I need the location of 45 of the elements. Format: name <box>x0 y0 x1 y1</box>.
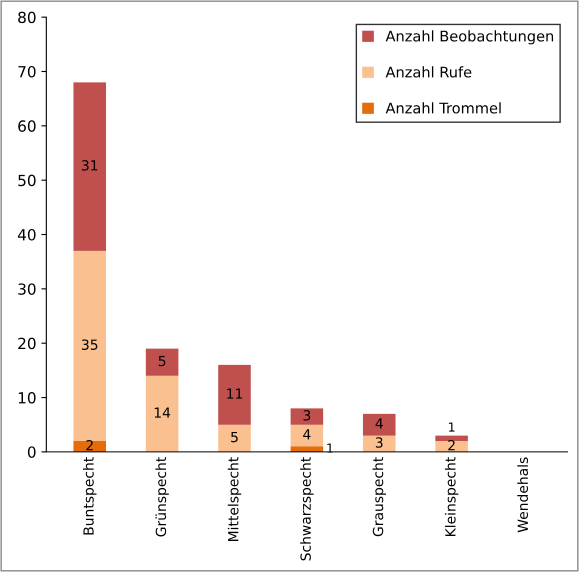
bar <box>146 376 178 452</box>
bar <box>435 436 468 442</box>
bar <box>218 424 251 452</box>
data-label: 14 <box>154 408 170 418</box>
bar <box>73 250 106 442</box>
data-label: 5 <box>231 432 238 442</box>
y-tick-label: 50 <box>18 174 36 186</box>
y-tick-label: 30 <box>18 283 36 295</box>
x-tick-label: Grauspecht <box>372 457 386 536</box>
data-label: 11 <box>227 388 242 399</box>
data-label: 4 <box>376 418 383 429</box>
data-label: 3 <box>376 437 383 448</box>
data-label: 2 <box>86 440 93 450</box>
bar <box>146 348 178 376</box>
data-label: 2 <box>448 440 455 450</box>
x-tick-label: Kleinspecht <box>444 457 458 536</box>
y-tick-label: 0 <box>28 446 36 458</box>
data-label: 31 <box>82 160 98 171</box>
bar <box>362 414 396 436</box>
legend-label: Anzahl Beobachtungen <box>386 30 554 44</box>
bar <box>435 441 468 452</box>
bar <box>73 82 106 251</box>
data-label: 3 <box>304 410 310 421</box>
x-tick-label: Buntspecht <box>83 457 96 534</box>
x-tick-label: Mittelspecht <box>228 457 242 541</box>
bar <box>218 364 251 425</box>
data-label: 35 <box>82 339 98 350</box>
y-tick-label: 70 <box>18 66 36 78</box>
y-tick-label: 10 <box>18 392 36 404</box>
y-tick-label: 20 <box>18 338 36 350</box>
x-tick-label: Schwarzspecht <box>300 457 314 560</box>
y-tick-label: 40 <box>18 228 36 241</box>
data-label: 5 <box>158 356 166 366</box>
x-tick-label: Wendehals <box>517 457 528 532</box>
legend-label: Anzahl Trommel <box>386 102 501 114</box>
data-label: 4 <box>303 429 311 440</box>
y-tick-label: 60 <box>18 120 36 132</box>
x-tick-label: Grünspecht <box>155 457 169 537</box>
y-tick-label: 80 <box>18 12 36 24</box>
bar <box>290 424 324 446</box>
legend-label: Anzahl Rufe <box>386 66 472 78</box>
bar <box>290 408 324 425</box>
bar <box>290 446 324 452</box>
data-label: 1 <box>449 422 454 432</box>
bar <box>362 436 396 452</box>
